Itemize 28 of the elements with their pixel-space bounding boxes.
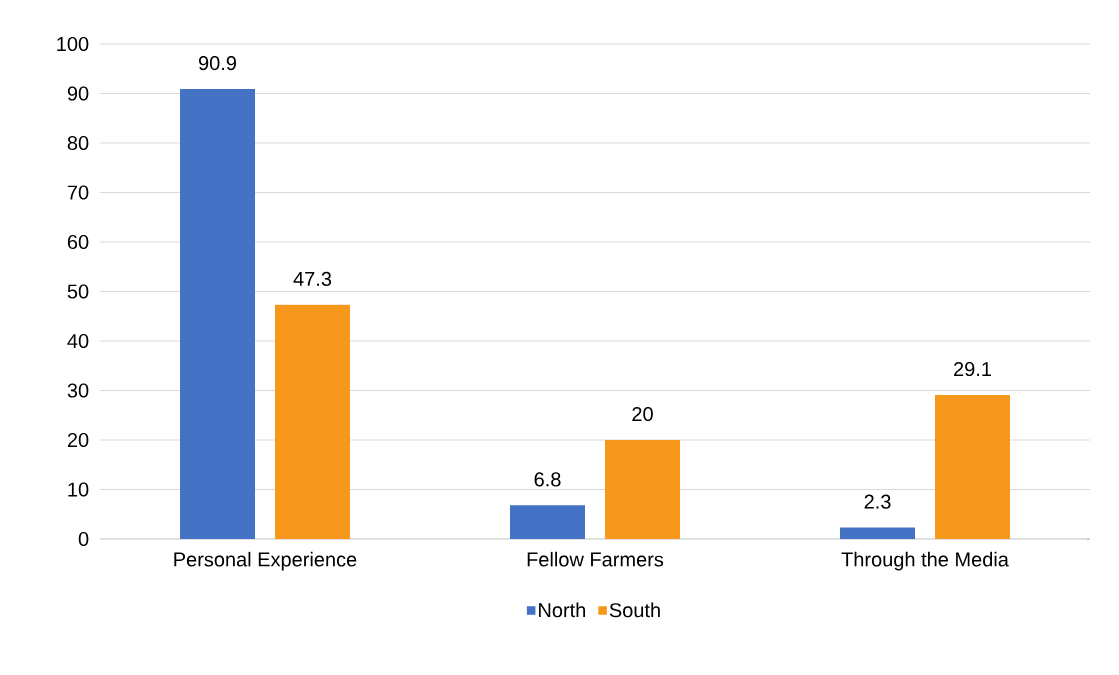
x-tick-label: Through the Media <box>841 551 1009 571</box>
data-label: 6.8 <box>534 472 561 487</box>
bar <box>275 304 350 539</box>
data-label: 47.3 <box>293 271 332 286</box>
bar <box>180 89 255 539</box>
y-tick-label: 30 <box>67 383 89 398</box>
y-tick-label: 60 <box>67 234 89 250</box>
bar <box>510 505 586 539</box>
y-tick-label: 50 <box>67 284 89 299</box>
legend-label: South <box>609 602 660 618</box>
x-tick-label: Personal Experience <box>174 551 357 571</box>
y-tick-label: 100 <box>57 36 89 52</box>
y-tick-label: 10 <box>68 482 89 497</box>
data-label: 90.9 <box>198 56 237 71</box>
y-tick-label: 70 <box>67 185 89 200</box>
y-tick-label: 20 <box>67 432 89 448</box>
bar <box>840 527 916 539</box>
bar <box>605 440 680 539</box>
bar <box>935 394 1011 539</box>
legend-label: North <box>539 602 586 618</box>
y-tick-label: 0 <box>78 531 89 547</box>
y-tick-label: 90 <box>67 86 89 101</box>
y-tick-label: 40 <box>67 333 89 349</box>
y-tick-label: 80 <box>67 135 89 151</box>
data-label: 29.1 <box>954 361 991 377</box>
data-label: 2.3 <box>864 494 891 509</box>
x-tick-label: Fellow Farmers <box>527 551 664 567</box>
data-label: 20 <box>632 406 653 422</box>
